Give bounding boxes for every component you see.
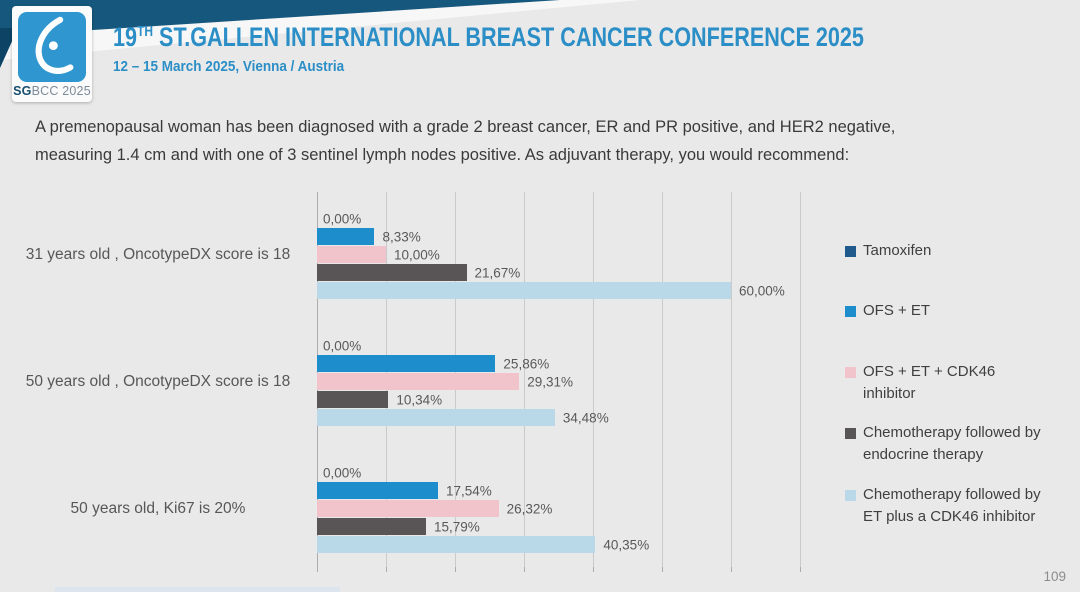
value-label: 10,00% xyxy=(394,247,440,262)
value-label: 25,86% xyxy=(503,356,550,371)
bar-row: 17,54% xyxy=(317,482,800,499)
chart-legend: Tamoxifen OFS + ET OFS + ET + CDK46 inhibi… xyxy=(845,0,1075,592)
bar-row: 10,00% xyxy=(317,246,800,263)
bar-chart-plot-area: 0,00% 8,33% 10,00% 21,67% 60,00% 0,00% 25,86% 2… xyxy=(317,192,801,572)
bar-segment xyxy=(317,373,520,390)
bar-row: 34,48% xyxy=(317,409,800,426)
bar-segment xyxy=(317,355,496,372)
bar-segment xyxy=(317,264,467,281)
bar-row: 26,32% xyxy=(317,500,800,517)
bar-row: 10,34% xyxy=(317,391,800,408)
bar-segment xyxy=(317,518,426,535)
bar-row: 60,00% xyxy=(317,282,800,299)
bar-group: 0,00% 17,54% 26,32% 15,79% 40,35% xyxy=(317,464,800,554)
bar-row: 21,67% xyxy=(317,264,800,281)
value-label: 0,00% xyxy=(323,211,362,226)
legend-swatch xyxy=(845,490,856,501)
logo-bcc-year-text: BCC 2025 xyxy=(31,84,91,98)
legend-label: Tamoxifen xyxy=(863,242,932,259)
bar-segment xyxy=(317,409,555,426)
bar-row: 8,33% xyxy=(317,228,800,245)
value-label: 34,48% xyxy=(562,410,609,425)
legend-item: Chemotherapy followed by ET plus a CDK46… xyxy=(845,484,1045,528)
gridline xyxy=(731,192,732,567)
bar-segment xyxy=(317,482,439,499)
sgbcc-logo-caption: SGBCC 2025 xyxy=(12,84,92,98)
logo-sg-text: SG xyxy=(13,84,32,98)
axis-tick xyxy=(593,567,594,572)
value-label: 26,32% xyxy=(506,501,553,516)
bar-segment xyxy=(317,536,596,553)
bar-segment xyxy=(317,391,389,408)
bar-row: 25,86% xyxy=(317,355,800,372)
axis-tick xyxy=(317,567,318,572)
axis-tick xyxy=(455,567,456,572)
legend-swatch xyxy=(845,306,856,317)
category-label: 50 years old, Ki67 is 20% xyxy=(70,500,246,517)
bar-group: 0,00% 8,33% 10,00% 21,67% 60,00% xyxy=(317,210,800,300)
legend-swatch xyxy=(845,367,856,378)
bar-segment xyxy=(317,500,499,517)
category-label: 50 years old , OncotypeDX score is 18 xyxy=(25,373,291,390)
legend-label: OFS + ET + CDK46 inhibitor xyxy=(863,363,996,402)
legend-swatch xyxy=(845,246,856,257)
value-label: 29,31% xyxy=(527,374,574,389)
value-label: 21,67% xyxy=(474,265,521,280)
bar-row: 15,79% xyxy=(317,518,800,535)
axis-tick xyxy=(662,567,663,572)
bar-row: 0,00% xyxy=(317,210,800,227)
legend-item: OFS + ET xyxy=(845,300,1045,322)
legend-label: Chemotherapy followed by ET plus a CDK46… xyxy=(863,486,1041,525)
value-label: 0,00% xyxy=(323,465,362,480)
category-label: 31 years old , OncotypeDX score is 18 xyxy=(25,246,291,263)
axis-tick xyxy=(386,567,387,572)
axis-tick xyxy=(524,567,525,572)
value-label: 17,54% xyxy=(446,483,492,498)
title-rest: ST.GALLEN INTERNATIONAL BREAST CANCER CO… xyxy=(153,22,864,52)
bar-row: 0,00% xyxy=(317,337,800,354)
legend-label: Chemotherapy followed by endocrine thera… xyxy=(863,424,1041,463)
value-label: 0,00% xyxy=(323,338,362,353)
gridline xyxy=(662,192,663,567)
bar-group: 0,00% 25,86% 29,31% 10,34% 34,48% xyxy=(317,337,800,427)
value-label: 8,33% xyxy=(382,229,421,244)
gridline xyxy=(524,192,525,567)
value-label: 40,35% xyxy=(603,537,650,552)
conference-title: 19TH ST.GALLEN INTERNATIONAL BREAST CANC… xyxy=(113,22,864,53)
legend-item: OFS + ET + CDK46 inhibitor xyxy=(845,361,1045,405)
legend-swatch xyxy=(845,428,856,439)
decor-strip xyxy=(55,587,340,592)
poll-question-text: A premenopausal woman has been diagnosed… xyxy=(35,118,896,164)
bar-segment xyxy=(317,228,375,245)
legend-item: Tamoxifen xyxy=(845,240,1045,262)
conference-subtitle: 12 – 15 March 2025, Vienna / Austria xyxy=(113,58,345,75)
value-label: 60,00% xyxy=(739,283,785,298)
sgbcc-logo-square xyxy=(18,12,86,82)
legend-label: OFS + ET xyxy=(863,302,931,319)
sgbcc-logo: SGBCC 2025 xyxy=(12,6,92,102)
bar-segment xyxy=(317,282,731,299)
title-number: 19 xyxy=(113,22,138,52)
bar-row: 40,35% xyxy=(317,536,800,553)
bar-segment xyxy=(317,246,386,263)
bar-row: 29,31% xyxy=(317,373,800,390)
axis-tick xyxy=(800,567,801,572)
value-label: 15,79% xyxy=(433,519,480,534)
gridline xyxy=(800,192,801,567)
value-label: 10,34% xyxy=(396,392,443,407)
slide-page-number: 109 xyxy=(1043,569,1066,584)
legend-item: Chemotherapy followed by endocrine thera… xyxy=(845,422,1045,466)
axis-tick xyxy=(731,567,732,572)
bar-row: 0,00% xyxy=(317,464,800,481)
title-ordinal-sup: TH xyxy=(137,23,154,40)
gridline xyxy=(593,192,594,567)
breast-glyph-icon xyxy=(35,16,74,74)
